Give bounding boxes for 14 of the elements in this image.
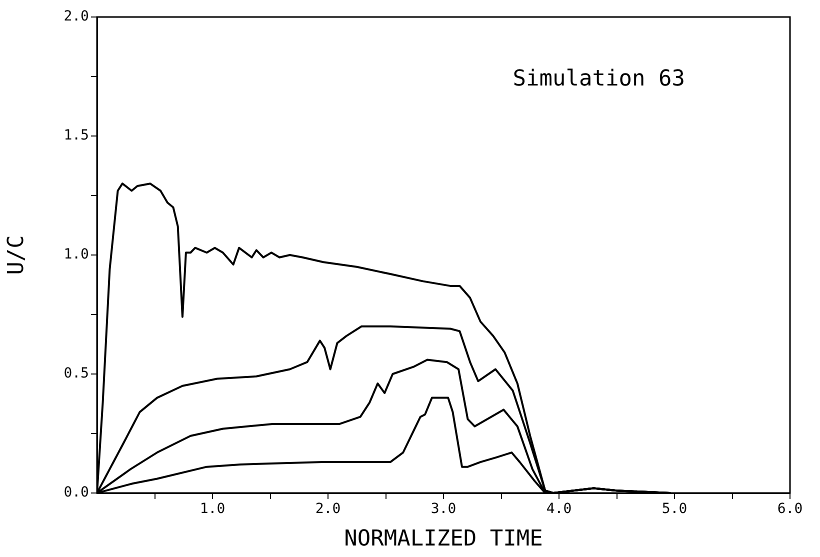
annotation: Simulation 63 bbox=[512, 66, 685, 92]
x-tick-label: 2.0 bbox=[315, 501, 341, 518]
x-tick-label: 6.0 bbox=[777, 501, 803, 518]
y-axis-title: U/C bbox=[4, 235, 29, 275]
x-tick-label: 1.0 bbox=[200, 501, 226, 518]
y-tick-label: 0.5 bbox=[64, 366, 89, 382]
y-tick-label: 0.0 bbox=[64, 484, 89, 501]
y-tick-label: 1.0 bbox=[64, 246, 89, 263]
x-tick-label: 3.0 bbox=[430, 501, 456, 518]
y-tick-label: 1.5 bbox=[64, 128, 89, 144]
x-tick-label: 4.0 bbox=[546, 501, 572, 518]
y-tick-label: 2.0 bbox=[64, 8, 89, 25]
x-tick-label: 5.0 bbox=[662, 501, 688, 518]
x-axis-title: NORMALIZED TIME bbox=[344, 526, 543, 552]
